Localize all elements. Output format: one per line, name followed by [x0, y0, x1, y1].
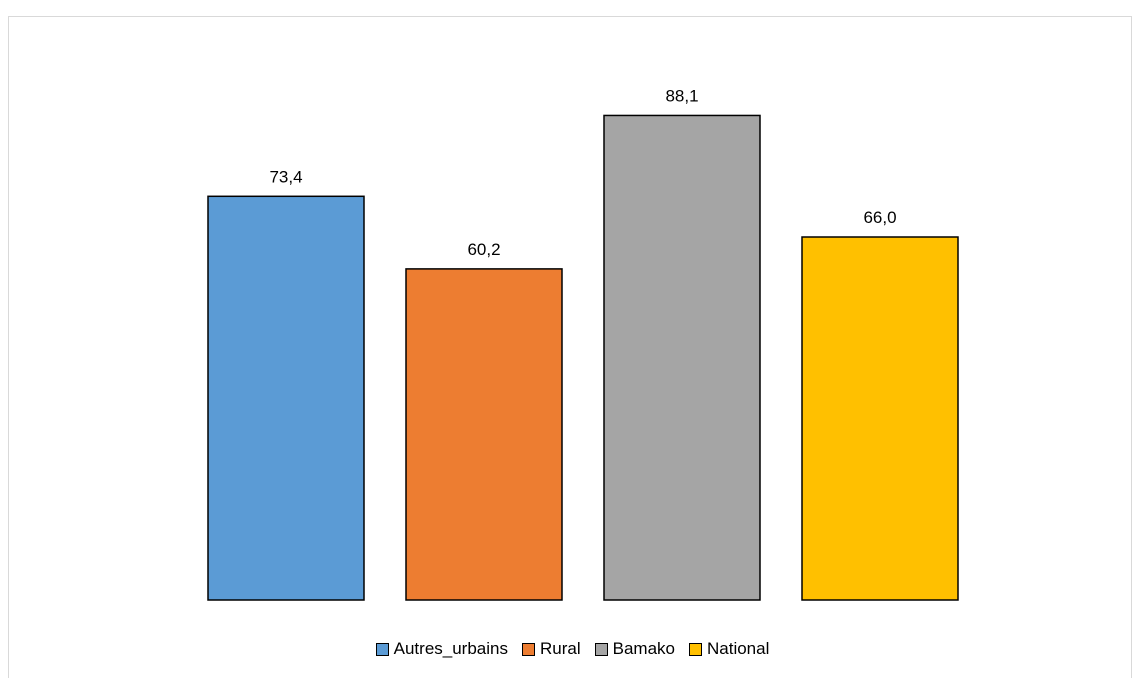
chart-frame — [8, 16, 1132, 678]
legend-item-national: National — [688, 639, 770, 659]
bars-group — [207, 114, 959, 601]
legend-swatch-national — [688, 642, 702, 656]
bar-autres-urbains — [207, 195, 365, 601]
chart-legend: Autres_urbains Rural Bamako National — [0, 639, 1145, 659]
legend-item-bamako: Bamako — [594, 639, 675, 659]
bar-national — [801, 236, 959, 601]
data-label-national: 66,0 — [863, 208, 896, 227]
legend-swatch-autres-urbains — [375, 642, 389, 656]
legend-swatch-rural — [521, 642, 535, 656]
data-label-rural: 60,2 — [467, 240, 500, 259]
bar-bamako — [603, 114, 761, 601]
legend-item-rural: Rural — [521, 639, 581, 659]
legend-label-rural: Rural — [539, 639, 581, 658]
data-label-bamako: 88,1 — [665, 86, 698, 105]
legend-label-national: National — [706, 639, 770, 658]
legend-label-autres-urbains: Autres_urbains — [393, 639, 508, 658]
legend-item-autres-urbains: Autres_urbains — [375, 639, 508, 659]
data-labels-group: 73,4 60,2 88,1 66,0 — [269, 86, 896, 258]
bar-rural — [405, 268, 563, 601]
data-label-autres-urbains: 73,4 — [269, 167, 302, 186]
legend-label-bamako: Bamako — [612, 639, 675, 658]
legend-swatch-bamako — [594, 642, 608, 656]
